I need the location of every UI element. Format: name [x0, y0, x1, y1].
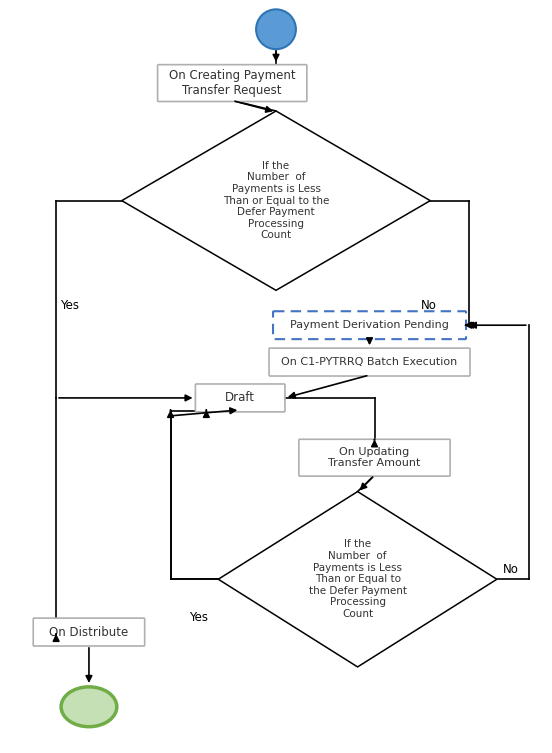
Text: If the
Number  of
Payments is Less
Than or Equal to the
Defer Payment
Processing: If the Number of Payments is Less Than o… [223, 161, 329, 240]
FancyBboxPatch shape [273, 311, 466, 339]
FancyBboxPatch shape [299, 439, 450, 476]
FancyBboxPatch shape [158, 65, 307, 102]
FancyBboxPatch shape [33, 618, 145, 646]
Text: Draft: Draft [225, 392, 255, 404]
Text: If the
Number  of
Payments is Less
Than or Equal to
the Defer Payment
Processing: If the Number of Payments is Less Than o… [309, 539, 407, 619]
Text: No: No [503, 562, 519, 576]
FancyBboxPatch shape [195, 384, 285, 412]
Circle shape [256, 9, 296, 49]
Text: On Creating Payment
Transfer Request: On Creating Payment Transfer Request [169, 69, 295, 97]
Ellipse shape [61, 687, 117, 727]
Text: On Updating
Transfer Amount: On Updating Transfer Amount [328, 447, 421, 468]
Text: On C1-PYTRRQ Batch Execution: On C1-PYTRRQ Batch Execution [282, 357, 458, 367]
Polygon shape [218, 492, 497, 667]
FancyBboxPatch shape [269, 348, 470, 376]
Text: Yes: Yes [60, 299, 78, 312]
Text: No: No [421, 299, 437, 312]
Text: Yes: Yes [189, 611, 208, 623]
Text: On Distribute: On Distribute [49, 626, 129, 639]
Polygon shape [122, 111, 430, 291]
Text: Payment Derivation Pending: Payment Derivation Pending [290, 320, 449, 330]
